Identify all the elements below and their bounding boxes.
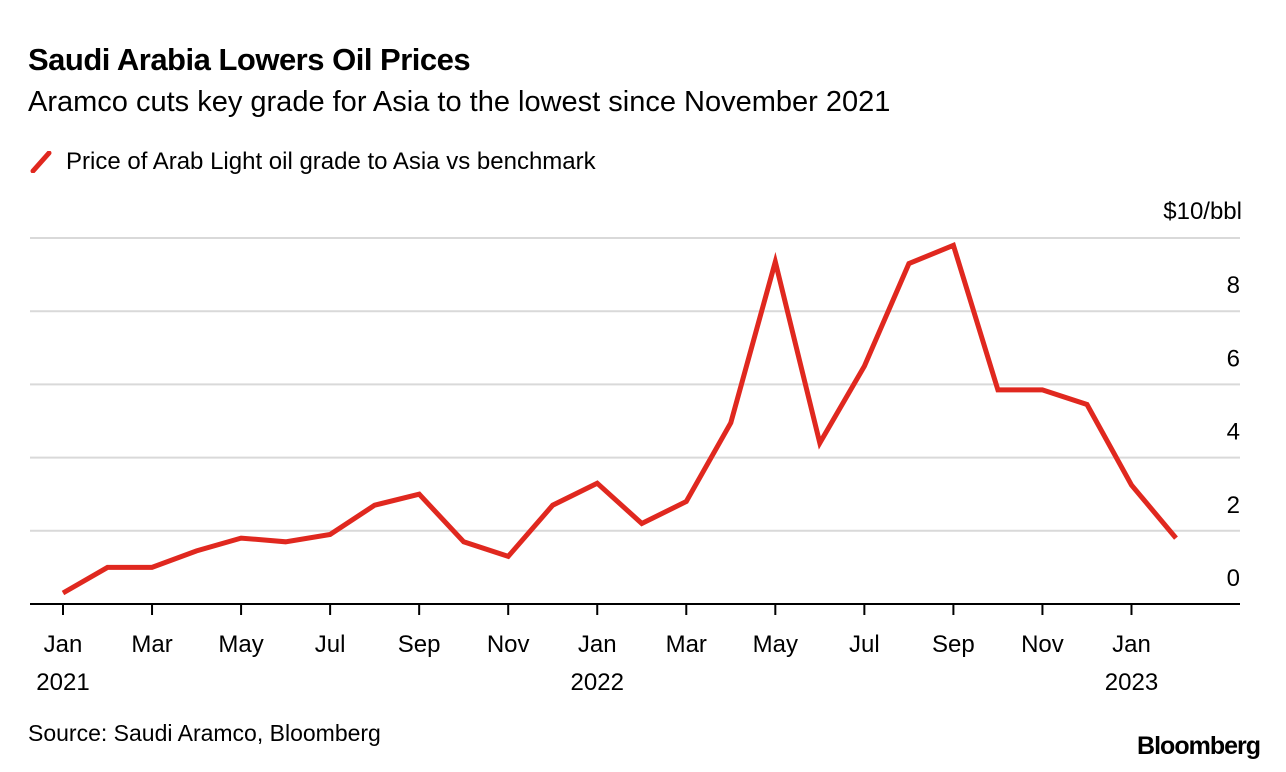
x-tick-label: Jan — [1112, 631, 1151, 658]
x-tick-label: Jan — [44, 631, 83, 658]
legend-label: Price of Arab Light oil grade to Asia vs… — [66, 148, 596, 175]
legend-line-icon — [30, 151, 52, 173]
bloomberg-logo: Bloomberg — [1137, 732, 1261, 760]
x-year-label: 2021 — [36, 669, 89, 696]
x-tick-label: May — [753, 631, 798, 658]
y-tick-label: 4 — [1227, 419, 1240, 446]
x-tick-label: Mar — [666, 631, 707, 658]
legend: Price of Arab Light oil grade to Asia vs… — [30, 148, 596, 176]
x-tick-label: May — [218, 631, 263, 658]
x-tick-label: Sep — [398, 631, 441, 658]
chart-subtitle: Aramco cuts key grade for Asia to the lo… — [28, 86, 891, 118]
x-year-label: 2023 — [1105, 669, 1158, 696]
y-tick-label: 6 — [1227, 345, 1240, 372]
x-tick-label: Mar — [131, 631, 172, 658]
x-tick-label: Sep — [932, 631, 975, 658]
x-tick-label: Nov — [487, 631, 530, 658]
x-tick-label: Nov — [1021, 631, 1064, 658]
y-axis-unit: $10/bbl — [1163, 198, 1242, 225]
series-line — [61, 241, 1178, 596]
y-tick-label: 8 — [1227, 272, 1240, 299]
y-tick-label: 0 — [1227, 565, 1240, 592]
chart-title: Saudi Arabia Lowers Oil Prices — [28, 42, 471, 77]
y-tick-label: 2 — [1227, 492, 1240, 519]
x-tick-label: Jul — [849, 631, 880, 658]
source-note: Source: Saudi Aramco, Bloomberg — [28, 720, 381, 746]
x-year-label: 2022 — [571, 669, 624, 696]
x-tick-label: Jan — [578, 631, 617, 658]
x-tick-label: Jul — [315, 631, 346, 658]
